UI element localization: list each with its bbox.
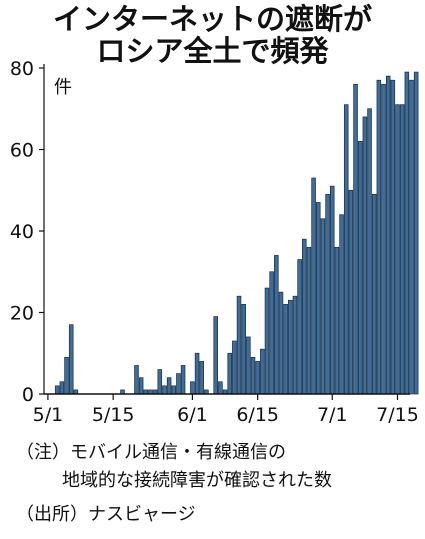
bar-6/16 — [260, 348, 265, 395]
bar-6/7 — [218, 381, 223, 395]
bar-6/25 — [302, 238, 307, 395]
bar-6/21 — [283, 304, 288, 395]
bar-chart: 0 20 40 60 80 件 5/1 5/15 6/1 6/15 7/1 7/15 — [10, 58, 419, 426]
bar-5/29 — [176, 373, 181, 395]
bar-6/28 — [316, 202, 321, 395]
bar-6/30 — [325, 193, 330, 395]
bar-7/1 — [329, 185, 335, 395]
bar-6/18 — [269, 271, 274, 395]
bar-6/29 — [320, 218, 326, 395]
y-axis: 0 20 40 60 80 件 — [10, 58, 72, 406]
bar-7/14 — [390, 79, 396, 395]
bar-6/2 — [194, 352, 200, 395]
bar-7/8 — [362, 116, 368, 395]
bar-7/5 — [348, 189, 354, 395]
bar-7/17 — [404, 71, 410, 395]
y-axis-unit-label: 件 — [54, 77, 72, 98]
bar-7/2 — [334, 246, 340, 395]
bar-6/20 — [278, 291, 284, 395]
bar-6/11 — [236, 295, 242, 395]
bar-7/11 — [376, 79, 382, 395]
bar-6/17 — [264, 287, 270, 395]
x-tick-label: 7/1 — [317, 404, 348, 426]
chart-title-line1: インターネットの遮断が — [52, 2, 372, 36]
bar-6/24 — [297, 259, 302, 395]
bar-6/14 — [250, 356, 256, 395]
bar-5/20 — [134, 365, 139, 395]
bar-5/27 — [166, 377, 172, 395]
bar-6/6 — [213, 316, 218, 395]
bar-7/7 — [357, 141, 363, 395]
bar-undefined — [409, 79, 414, 395]
bar-7/4 — [343, 104, 349, 395]
bar-5/28 — [171, 385, 177, 395]
y-tick-label: 20 — [10, 303, 34, 325]
bar-5/30 — [180, 365, 186, 395]
bar-5/26 — [162, 385, 167, 395]
chart-title-line2: ロシア全土で頻発 — [96, 34, 329, 68]
bar-6/13 — [246, 336, 251, 395]
x-tick-label: 5/1 — [33, 404, 64, 426]
bar-6/22 — [288, 299, 293, 395]
bar-7/10 — [371, 193, 377, 395]
bar-6/27 — [311, 177, 316, 395]
y-tick-label: 0 — [22, 384, 34, 406]
y-tick-label: 80 — [10, 58, 34, 80]
source-note: （出所）ナスビャージ — [16, 504, 196, 525]
note-line2: 地域的な接続障害が確認された数 — [62, 470, 332, 491]
bar-6/23 — [292, 295, 298, 395]
x-tick-label: 6/15 — [236, 404, 279, 426]
bar-6/9 — [227, 352, 232, 395]
bar-5/4 — [59, 381, 65, 395]
bar-5/3 — [54, 385, 60, 395]
y-tick-label: 40 — [10, 221, 34, 243]
bar-7/6 — [353, 83, 358, 395]
bar-5/5 — [64, 356, 69, 395]
bar-undefined — [413, 71, 419, 395]
x-tick-label: 6/1 — [177, 404, 208, 426]
bar-5/25 — [157, 369, 163, 395]
bar-7/12 — [381, 83, 386, 395]
bar-6/26 — [306, 246, 312, 395]
bar-7/9 — [367, 108, 372, 395]
x-tick-label: 7/15 — [376, 404, 419, 426]
bar-6/10 — [232, 340, 237, 395]
note-line1: （注）モバイル通信・有線通信の — [16, 442, 286, 463]
bar-6/1 — [190, 381, 195, 395]
bar-7/13 — [385, 75, 391, 395]
bar-6/12 — [241, 304, 246, 395]
bar-7/3 — [339, 214, 344, 395]
bar-6/3 — [199, 361, 204, 395]
x-tick-label: 5/15 — [92, 404, 135, 426]
bar-7/16 — [399, 104, 405, 395]
bar-7/15 — [395, 104, 400, 395]
bar-series — [54, 71, 419, 395]
x-axis: 5/1 5/15 6/1 6/15 7/1 7/15 — [33, 393, 419, 426]
bar-5/21 — [138, 377, 144, 395]
bar-5/6 — [68, 324, 74, 395]
bar-6/19 — [274, 255, 279, 395]
y-tick-label: 60 — [10, 140, 34, 162]
bar-6/15 — [255, 361, 260, 395]
